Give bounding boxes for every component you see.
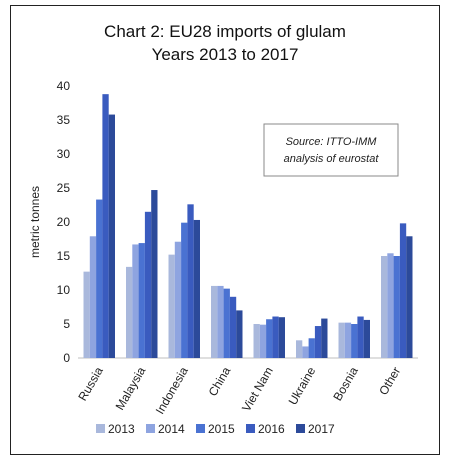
bar-russia-2013 bbox=[83, 271, 90, 358]
bar-indonesia-2014 bbox=[174, 241, 182, 358]
bar-malaysia-2017 bbox=[151, 190, 158, 358]
legend-swatch-2013 bbox=[96, 424, 105, 433]
bar-russia-2014 bbox=[89, 236, 97, 358]
bar-ukraine-2015 bbox=[308, 338, 315, 358]
bar-china-2014 bbox=[217, 285, 224, 358]
bar-russia-2015 bbox=[96, 199, 103, 358]
y-tick-label: 10 bbox=[57, 283, 71, 297]
bar-other-2013 bbox=[381, 256, 388, 358]
y-axis-label: metric tonnes bbox=[28, 186, 42, 258]
chart-title-line1: Chart 2: EU28 imports of glulam bbox=[104, 22, 346, 41]
x-tick-label: Other bbox=[376, 365, 403, 398]
bar-other-2014 bbox=[387, 253, 394, 358]
legend-swatch-2014 bbox=[146, 424, 155, 433]
bar-other-2017 bbox=[406, 236, 413, 358]
bar-china-2017 bbox=[236, 310, 243, 358]
x-tick-label: Ukraine bbox=[286, 364, 319, 407]
source-text-line1: Source: ITTO-IMM bbox=[286, 136, 378, 148]
x-tick-label: Malaysia bbox=[113, 364, 149, 412]
bar-viet-nam-2014 bbox=[259, 324, 267, 358]
bar-other-2015 bbox=[393, 256, 400, 358]
bar-ukraine-2014 bbox=[302, 346, 309, 358]
bar-indonesia-2017 bbox=[193, 219, 200, 358]
chart-frame bbox=[10, 5, 440, 455]
bar-bosnia-2015 bbox=[351, 324, 358, 358]
bar-bosnia-2016 bbox=[357, 316, 364, 358]
y-tick-label: 25 bbox=[57, 181, 71, 195]
bar-indonesia-2015 bbox=[181, 222, 188, 358]
y-tick-label: 30 bbox=[57, 147, 71, 161]
bar-indonesia-2013 bbox=[168, 254, 175, 358]
y-tick-label: 35 bbox=[57, 113, 71, 127]
x-tick-label: Russia bbox=[75, 364, 106, 403]
bar-china-2016 bbox=[229, 296, 237, 358]
y-tick-label: 15 bbox=[57, 249, 71, 263]
bar-viet-nam-2015 bbox=[266, 319, 273, 358]
bar-viet-nam-2017 bbox=[278, 317, 285, 358]
bar-malaysia-2013 bbox=[126, 266, 133, 358]
legend-label-2016: 2016 bbox=[258, 422, 285, 436]
bar-china-2013 bbox=[211, 285, 218, 358]
y-tick-label: 5 bbox=[63, 317, 70, 331]
legend-swatch-2016 bbox=[246, 424, 255, 433]
bar-russia-2016 bbox=[102, 94, 109, 358]
x-tick-label: Viet Nam bbox=[239, 365, 276, 415]
legend-label-2015: 2015 bbox=[208, 422, 235, 436]
source-text-line2: analysis of eurostat bbox=[284, 153, 380, 165]
legend-label-2013: 2013 bbox=[108, 422, 135, 436]
x-tick-label: Bosnia bbox=[330, 364, 361, 403]
chart-title-line2: Years 2013 to 2017 bbox=[151, 45, 299, 64]
bar-malaysia-2015 bbox=[138, 243, 145, 358]
bar-malaysia-2016 bbox=[144, 211, 152, 358]
x-tick-label: China bbox=[206, 364, 234, 398]
bar-china-2015 bbox=[223, 288, 230, 358]
bar-malaysia-2014 bbox=[132, 244, 139, 358]
bar-bosnia-2014 bbox=[344, 322, 352, 358]
bar-bosnia-2013 bbox=[338, 322, 345, 358]
legend-swatch-2017 bbox=[296, 424, 305, 433]
bar-viet-nam-2016 bbox=[272, 316, 279, 358]
legend-label-2014: 2014 bbox=[158, 422, 185, 436]
bar-russia-2017 bbox=[108, 114, 115, 358]
bar-indonesia-2016 bbox=[187, 204, 194, 358]
legend-swatch-2015 bbox=[196, 424, 205, 433]
bar-viet-nam-2013 bbox=[253, 324, 260, 358]
legend-label-2017: 2017 bbox=[308, 422, 335, 436]
bar-ukraine-2016 bbox=[314, 326, 322, 358]
x-tick-label: Indonesia bbox=[153, 364, 191, 416]
y-tick-label: 0 bbox=[63, 351, 70, 365]
y-tick-label: 40 bbox=[57, 79, 71, 93]
bar-ukraine-2013 bbox=[296, 340, 303, 358]
y-tick-label: 20 bbox=[57, 215, 71, 229]
source-box bbox=[263, 123, 399, 177]
bar-other-2016 bbox=[399, 223, 407, 358]
chart-title: Chart 2: EU28 imports of glulam Years 20… bbox=[10, 20, 440, 66]
bar-ukraine-2017 bbox=[321, 318, 328, 358]
bar-bosnia-2017 bbox=[363, 319, 370, 358]
